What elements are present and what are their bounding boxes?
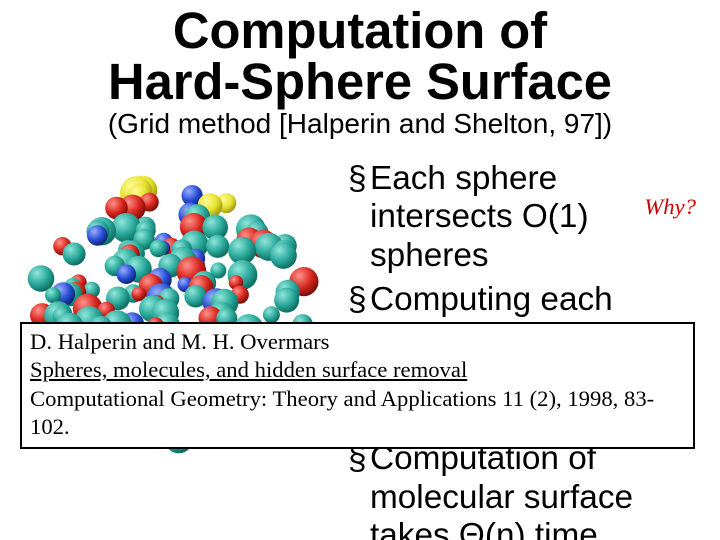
slide-title: Computation of Hard-Sphere Surface <box>0 6 720 107</box>
title-line-2: Hard-Sphere Surface <box>108 53 612 110</box>
subtitle-text: (Grid method [Halperin and Shelton, 97]) <box>108 108 612 139</box>
bullet-item: § Each sphere intersects O(1) spheres <box>348 160 708 275</box>
bullet-text: Each sphere intersects O(1) spheres <box>370 160 708 275</box>
citation-venue: Computational Geometry: Theory and Appli… <box>30 385 685 442</box>
citation-box: D. Halperin and M. H. Overmars Spheres, … <box>20 322 695 449</box>
citation-paper-title: Spheres, molecules, and hidden surface r… <box>30 356 685 384</box>
bullet-text: Computation of molecular surface takes Θ… <box>370 440 708 540</box>
bullet-marker: § <box>348 160 370 198</box>
bullet-marker: § <box>348 281 370 319</box>
bullet-item: § Computation of molecular surface takes… <box>348 440 708 540</box>
title-line-1: Computation of <box>173 2 547 59</box>
citation-authors: D. Halperin and M. H. Overmars <box>30 328 685 356</box>
slide-subtitle: (Grid method [Halperin and Shelton, 97]) <box>0 108 720 140</box>
